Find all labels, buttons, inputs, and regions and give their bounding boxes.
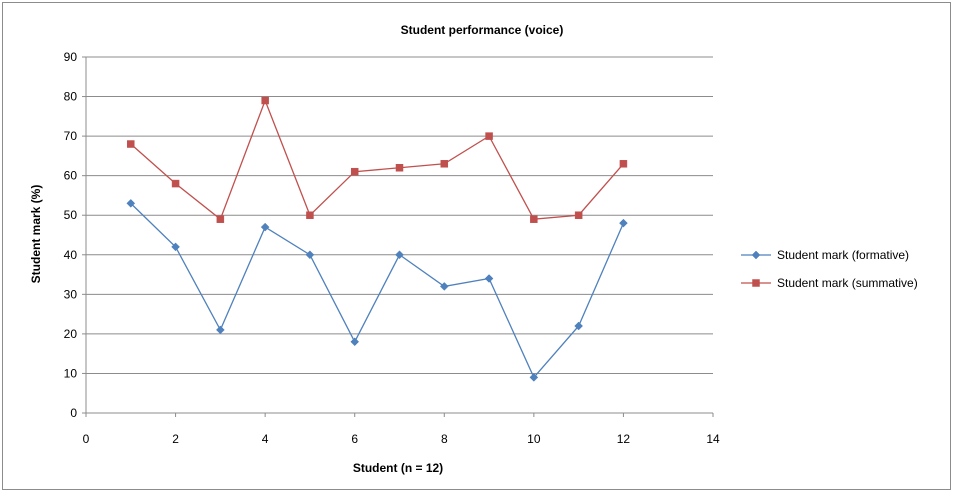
y-tick-labels: 0 10 20 30 40 50 60 70 80 90 (64, 50, 78, 420)
gridlines (86, 56, 713, 374)
x-tick-label: 12 (617, 432, 631, 446)
data-point (485, 132, 493, 140)
x-tick-label: 8 (441, 432, 448, 446)
x-tick-labels: 0 2 4 6 8 10 12 14 (83, 432, 720, 446)
data-point (530, 215, 538, 223)
x-tick-label: 10 (527, 432, 541, 446)
data-point (216, 325, 225, 335)
y-axis-title: Student mark (%) (29, 185, 43, 284)
data-series (126, 96, 628, 382)
data-point (126, 199, 136, 208)
series-line (130, 202, 625, 379)
data-point (574, 211, 583, 219)
x-tick-label: 6 (351, 432, 358, 446)
series-line (130, 98, 624, 221)
x-tick-label: 14 (706, 432, 720, 446)
legend-entry: Student mark (summative) (741, 276, 918, 290)
data-point (171, 242, 180, 252)
y-tick-label: 20 (64, 327, 78, 341)
legend-label: Student mark (summative) (777, 276, 918, 290)
data-point (305, 250, 315, 260)
x-tick-label: 4 (262, 432, 269, 446)
y-tick-label: 0 (70, 406, 77, 420)
series-2 (127, 96, 628, 223)
data-point (439, 282, 449, 291)
axes (82, 56, 714, 417)
data-point (350, 167, 359, 176)
data-point (350, 337, 360, 347)
legend-marker (751, 250, 761, 260)
data-point (484, 274, 494, 283)
y-tick-label: 10 (64, 366, 78, 380)
data-point (529, 373, 539, 382)
y-tick-label: 90 (64, 50, 78, 64)
data-point (171, 179, 180, 188)
y-tick-label: 80 (64, 90, 78, 104)
y-tick-label: 60 (64, 169, 78, 183)
legend-entry: Student mark (formative) (741, 248, 909, 262)
data-point (395, 164, 404, 172)
y-tick-label: 30 (64, 287, 78, 301)
x-tick-label: 2 (172, 432, 179, 446)
data-point (619, 218, 628, 228)
x-tick-label: 0 (83, 432, 90, 446)
data-point (440, 160, 449, 168)
legend-label: Student mark (formative) (777, 248, 909, 262)
legend-marker (752, 279, 760, 287)
y-tick-label: 70 (64, 129, 78, 143)
legend: Student mark (formative) Student mark (su… (741, 248, 918, 290)
chart-title: Student performance (voice) (401, 23, 564, 37)
series-1 (126, 199, 628, 382)
data-point (306, 211, 314, 219)
y-tick-label: 50 (64, 208, 78, 222)
data-point (574, 321, 583, 331)
data-point (395, 250, 404, 260)
data-point (619, 160, 628, 168)
data-point (260, 222, 270, 232)
data-point (127, 140, 135, 148)
data-point (261, 96, 269, 105)
y-tick-label: 40 (64, 248, 78, 262)
data-point (216, 215, 225, 223)
x-axis-title: Student (n = 12) (353, 461, 443, 475)
